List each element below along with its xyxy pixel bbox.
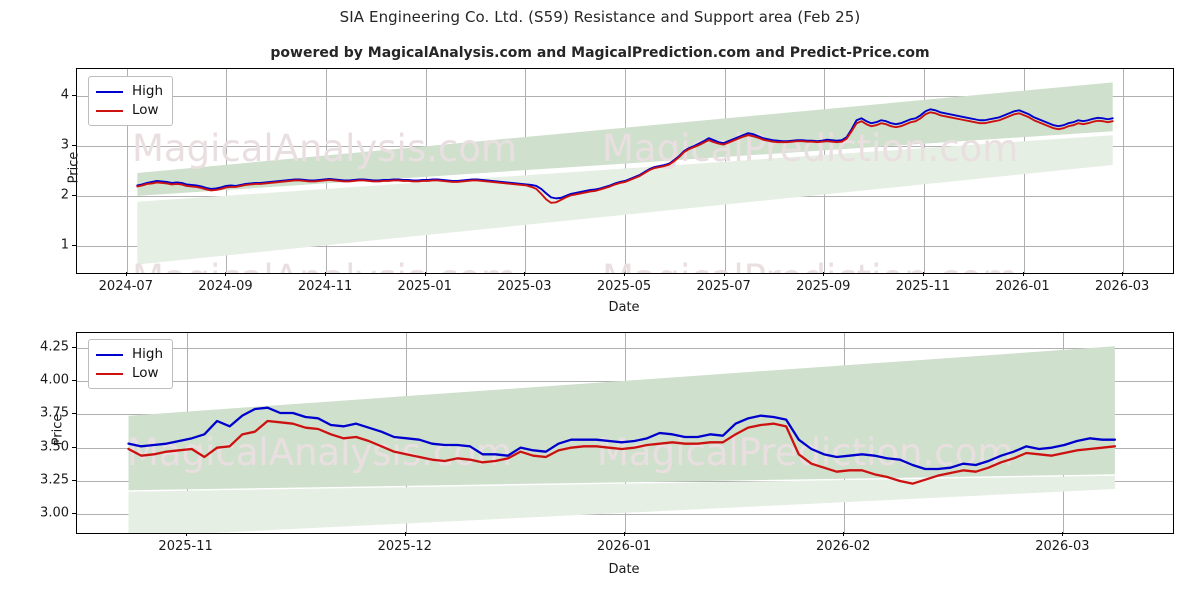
- x-tick-mark: [922, 272, 924, 276]
- x-tick-label: 2026-03: [1095, 279, 1150, 294]
- legend-zoom[interactable]: High Low: [88, 339, 174, 389]
- x-tick-mark: [823, 272, 825, 276]
- y-tick-label: 4.25: [40, 339, 69, 355]
- y-tick-mark: [72, 244, 76, 246]
- legend-swatch-high-icon: [96, 353, 123, 356]
- y-tick-mark: [72, 346, 76, 348]
- x-tick-label: 2026-01: [995, 279, 1050, 294]
- series-line-high: [136, 108, 1114, 200]
- legend-swatch-high-icon: [96, 90, 123, 93]
- y-tick-label: 3.25: [40, 472, 69, 488]
- resistance-band: [137, 82, 1113, 196]
- y-tick-label: 3.75: [40, 405, 69, 421]
- legend-entry-low[interactable]: Low: [96, 101, 163, 120]
- x-tick-label: 2024-09: [198, 279, 253, 294]
- series-line-low: [127, 419, 1117, 485]
- legend-label-high: High: [132, 82, 164, 99]
- gridline-vertical: [1123, 69, 1125, 273]
- x-tick-label: 2025-11: [895, 279, 951, 294]
- page-title: SIA Engineering Co. Ltd. (S59) Resistanc…: [339, 8, 861, 26]
- x-tick-label: 2025-12: [377, 539, 432, 554]
- y-axis-label-zoom: Price: [50, 413, 66, 446]
- x-tick-mark: [1022, 272, 1024, 276]
- y-tick-label: 3: [60, 137, 69, 153]
- overview-plot-area: MagicalAnalysis.com MagicalPrediction.com…: [76, 68, 1174, 274]
- gridline-vertical: [525, 69, 527, 273]
- overview-chart-panel: MagicalAnalysis.com MagicalPrediction.com…: [61, 68, 1174, 315]
- series-line-high: [127, 406, 1117, 471]
- x-tick-label: 2024-11: [297, 279, 353, 294]
- x-tick-label: 2025-11: [158, 539, 213, 554]
- support-band: [137, 135, 1113, 265]
- x-axis-label-zoom: Date: [608, 562, 640, 577]
- legend-swatch-low-icon: [96, 372, 123, 375]
- x-tick-label: 2025-09: [796, 279, 851, 294]
- x-tick-label: 2026-02: [816, 539, 871, 554]
- legend-label-low: Low: [132, 101, 159, 118]
- x-tick-mark: [1062, 532, 1064, 536]
- legend-entry-high[interactable]: High: [96, 82, 163, 101]
- price-series-zoom: [127, 406, 1117, 485]
- x-tick-mark: [125, 272, 127, 276]
- x-tick-mark: [524, 272, 526, 276]
- x-tick-label: 2025-05: [596, 279, 652, 294]
- legend-label-low-zoom: Low: [132, 364, 159, 381]
- legend-entry-low-zoom[interactable]: Low: [96, 364, 163, 383]
- series-line-low: [136, 111, 1114, 204]
- y-tick-mark: [72, 446, 76, 448]
- x-tick-mark: [225, 272, 227, 276]
- x-tick-mark: [624, 532, 625, 536]
- y-tick-label: 1: [60, 237, 69, 253]
- x-tick-label: 2025-03: [497, 279, 552, 294]
- x-tick-mark: [1122, 272, 1124, 276]
- y-tick-mark: [72, 194, 76, 196]
- x-tick-label: 2024-07: [98, 279, 153, 294]
- x-tick-label: 2025-07: [696, 279, 751, 294]
- support-band: [128, 475, 1115, 533]
- zoom-plot-area: MagicalAnalysis.com MagicalPrediction.com: [76, 332, 1174, 534]
- y-tick-mark: [72, 413, 76, 415]
- x-tick-mark: [843, 532, 845, 536]
- x-tick-label: 2026-03: [1035, 539, 1090, 554]
- y-tick-mark: [72, 513, 76, 515]
- y-tick-label: 4: [60, 87, 69, 103]
- y-tick-mark: [72, 145, 76, 147]
- page-subtitle: powered by MagicalAnalysis.com and Magic…: [270, 45, 930, 61]
- y-tick-label: 3.00: [40, 505, 69, 521]
- legend-label-high-zoom: High: [132, 345, 164, 362]
- gridline-vertical: [126, 69, 128, 273]
- y-tick-mark: [72, 480, 76, 481]
- x-tick-label: 2026-01: [596, 539, 652, 554]
- zoom-chart-panel: MagicalAnalysis.com MagicalPrediction.com…: [40, 332, 1174, 577]
- x-tick-label: 2025-01: [397, 279, 452, 294]
- x-tick-mark: [185, 532, 187, 536]
- y-tick-label: 4.00: [40, 372, 69, 388]
- price-series-overview: [136, 108, 1114, 204]
- legend-swatch-low-icon: [96, 109, 123, 112]
- x-axis-label-overview: Date: [608, 300, 640, 315]
- x-tick-mark: [723, 272, 725, 276]
- y-tick-mark: [72, 95, 76, 97]
- x-tick-mark: [624, 272, 625, 276]
- y-tick-label: 2: [60, 187, 69, 203]
- legend-overview[interactable]: High Low: [88, 76, 174, 126]
- legend-entry-high-zoom[interactable]: High: [96, 345, 163, 364]
- y-tick-label: 3.50: [40, 439, 69, 455]
- x-tick-mark: [404, 532, 406, 536]
- x-tick-mark: [424, 272, 426, 276]
- support-resistance-bands: [137, 82, 1113, 265]
- x-tick-mark: [325, 272, 327, 276]
- y-tick-mark: [72, 380, 76, 381]
